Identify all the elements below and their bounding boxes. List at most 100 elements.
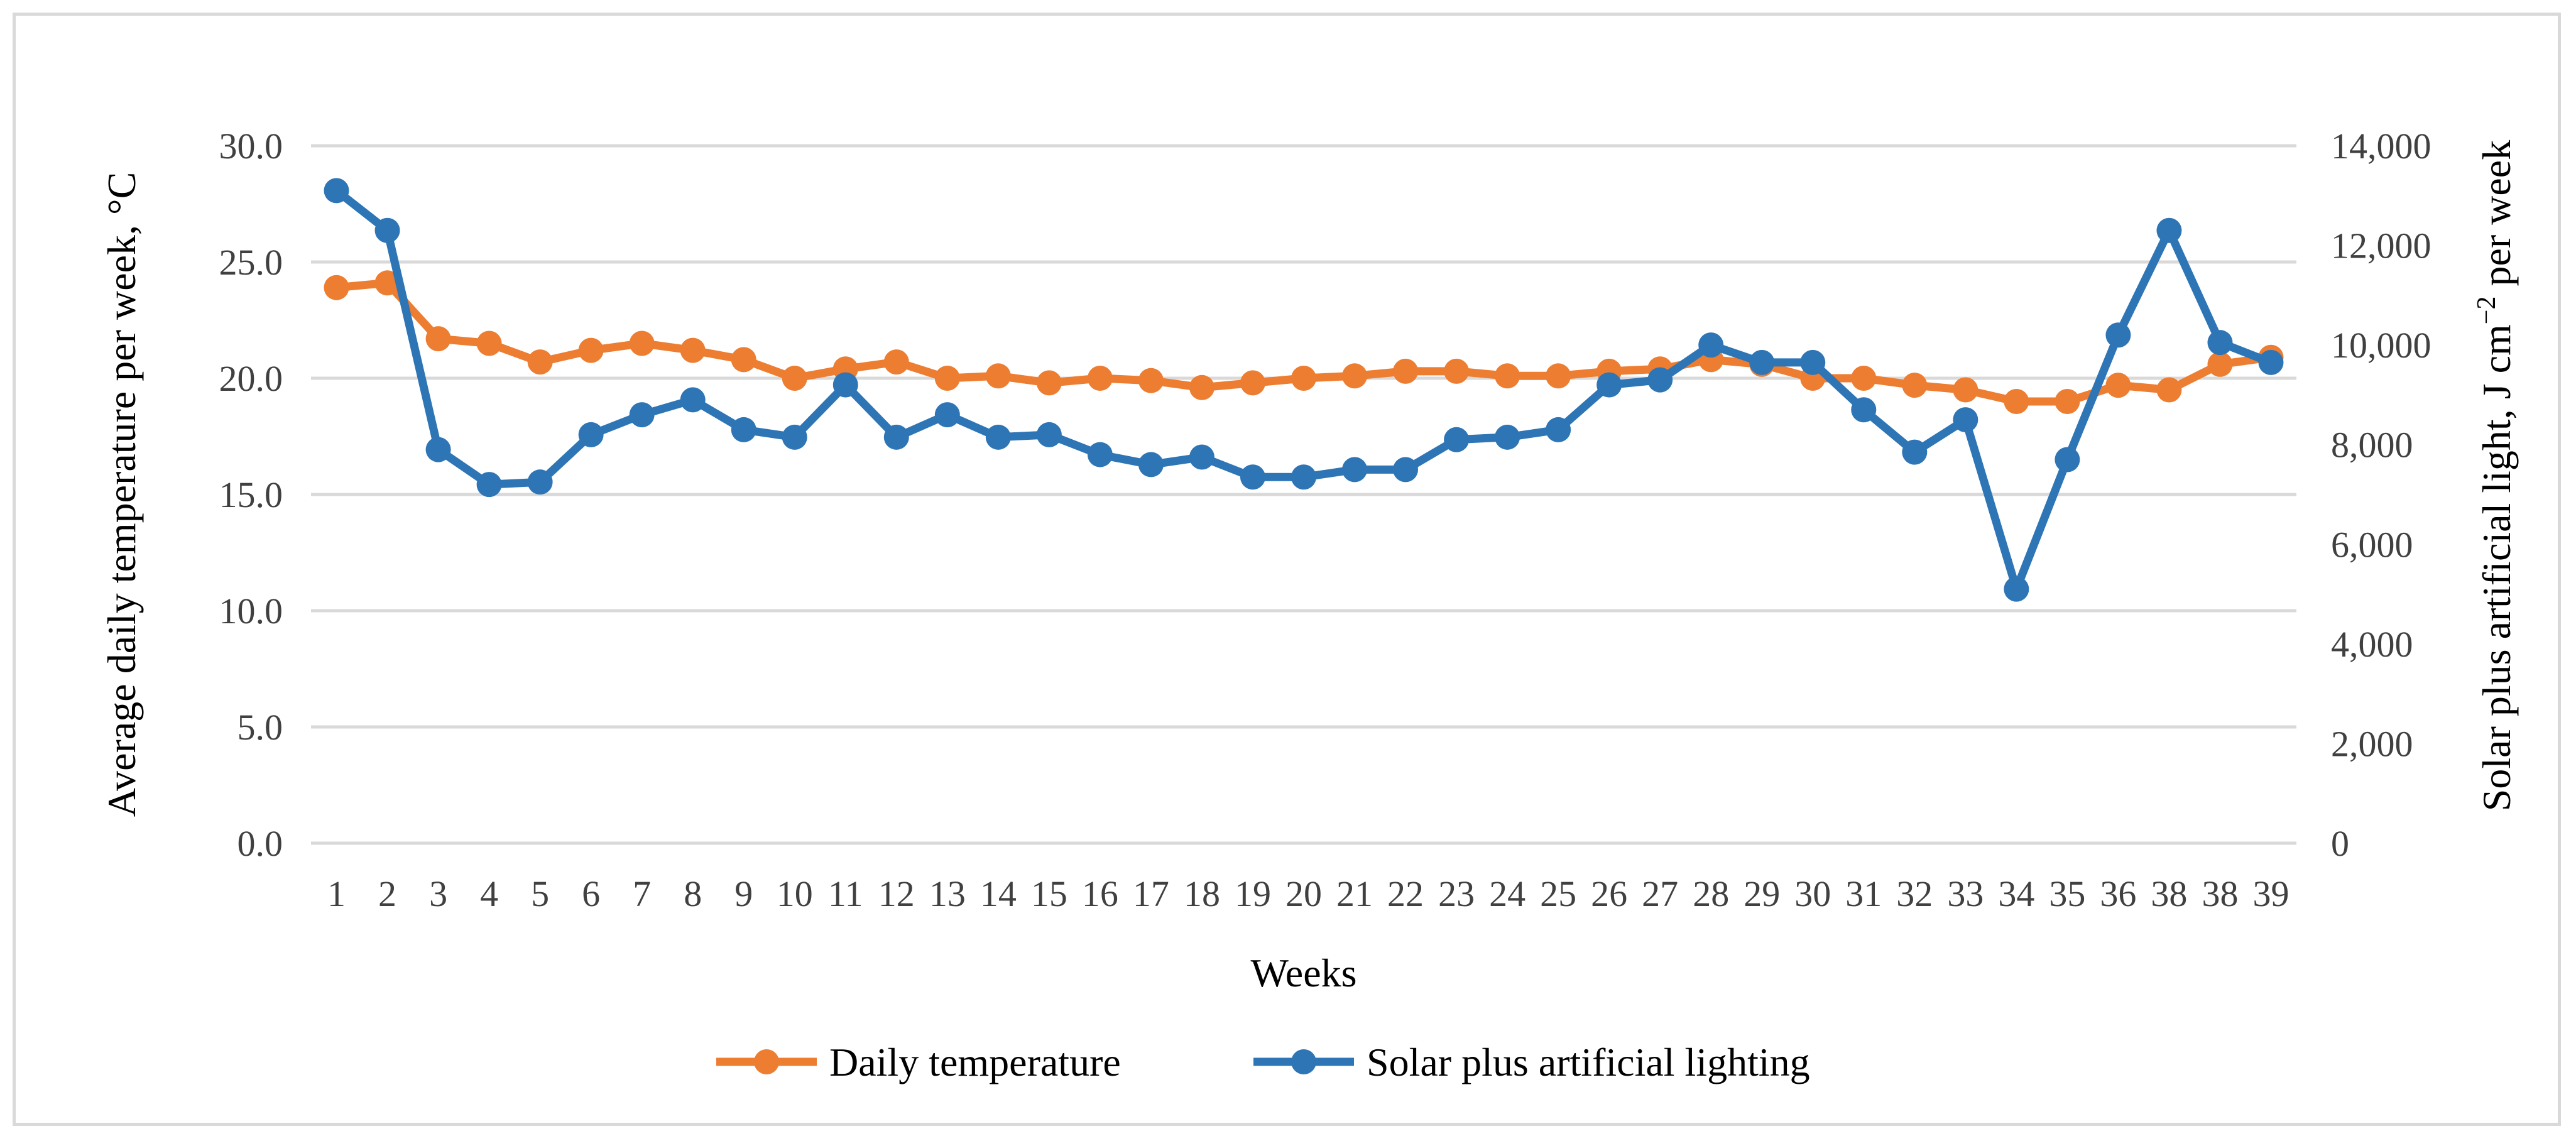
y-axis-title: Average daily temperature per week, °C xyxy=(99,172,144,817)
data-point xyxy=(782,366,807,391)
y-tick-label: 30.0 xyxy=(219,126,283,167)
data-point xyxy=(1647,367,1673,393)
y-tick-label: 0.0 xyxy=(237,823,283,864)
y2-tick-label: 10,000 xyxy=(2331,325,2431,366)
data-point xyxy=(1189,444,1214,470)
y-tick-label: 15.0 xyxy=(219,474,283,515)
data-point xyxy=(1851,366,1877,391)
data-point xyxy=(1138,368,1164,393)
x-tick-label: 19 xyxy=(1235,873,1271,914)
x-tick-label: 12 xyxy=(878,873,915,914)
x-tick-label: 24 xyxy=(1489,873,1525,914)
data-point xyxy=(731,347,756,373)
legend-item: Daily temperature xyxy=(716,1040,1121,1084)
data-point xyxy=(1495,424,1520,450)
x-tick-label: 10 xyxy=(777,873,813,914)
y2-tick-label: 6,000 xyxy=(2331,524,2413,565)
gridlines xyxy=(311,144,2296,845)
x-tick-label: 35 xyxy=(2049,873,2085,914)
y2-tick-label: 14,000 xyxy=(2331,126,2431,167)
data-point xyxy=(1393,358,1419,384)
data-point xyxy=(324,178,349,204)
x-tick-label: 32 xyxy=(1896,873,1933,914)
y-tick-label: 5.0 xyxy=(237,707,283,748)
data-point xyxy=(2004,389,2029,414)
data-point xyxy=(476,330,502,356)
data-point xyxy=(934,366,960,391)
legend-item: Solar plus artificial lighting xyxy=(1253,1040,1810,1084)
x-tick-label: 21 xyxy=(1336,873,1373,914)
x-tick-label: 11 xyxy=(828,873,863,914)
data-point xyxy=(629,330,655,356)
data-point xyxy=(578,422,604,447)
data-point xyxy=(1240,370,1265,396)
data-point xyxy=(1087,442,1113,467)
data-point xyxy=(2055,447,2080,472)
data-point xyxy=(1596,372,1622,398)
legend-label: Daily temperature xyxy=(829,1040,1121,1084)
data-point xyxy=(1546,417,1571,442)
x-tick-label: 15 xyxy=(1031,873,1067,914)
data-point xyxy=(1393,457,1419,483)
data-point xyxy=(1902,373,1928,398)
data-point xyxy=(680,387,706,413)
data-point xyxy=(2156,217,2182,243)
legend-swatch-marker xyxy=(1291,1049,1316,1074)
data-point xyxy=(883,424,909,450)
data-point xyxy=(1291,464,1316,490)
data-point xyxy=(1291,366,1316,391)
data-point xyxy=(1902,439,1928,465)
y2-tick-label: 4,000 xyxy=(2331,624,2413,665)
x-tick-label: 38 xyxy=(2151,873,2187,914)
x-tick-label: 17 xyxy=(1133,873,1169,914)
y2-tick-label: 8,000 xyxy=(2331,425,2413,466)
x-tick-label: 30 xyxy=(1794,873,1831,914)
data-point xyxy=(731,417,756,442)
x-tick-label: 9 xyxy=(734,873,753,914)
x-tick-label: 20 xyxy=(1285,873,1322,914)
data-point xyxy=(2105,322,2131,348)
data-point xyxy=(2207,351,2233,377)
x-tick-label: 23 xyxy=(1438,873,1475,914)
y-tick-label: 10.0 xyxy=(219,591,283,631)
data-point xyxy=(1342,363,1368,389)
x-tick-label: 22 xyxy=(1387,873,1424,914)
data-point xyxy=(1953,407,1978,433)
y-tick-label: 25.0 xyxy=(219,242,283,283)
data-point xyxy=(1342,457,1368,483)
legend: Daily temperature Solar plus artificial l… xyxy=(716,1040,1810,1084)
data-point xyxy=(425,326,451,352)
x-tick-label: 25 xyxy=(1540,873,1576,914)
data-point xyxy=(1036,370,1062,396)
y-tick-label: 20.0 xyxy=(219,358,283,399)
y2-axis-title-superscript: −2 xyxy=(2472,297,2501,325)
y2-axis-title: Solar plus artificial light, J cm−2 per … xyxy=(2472,140,2519,811)
series-solar-lighting xyxy=(324,178,2284,602)
data-point xyxy=(629,402,655,428)
data-point xyxy=(2055,389,2080,414)
y2-axis-title-tail: per week xyxy=(2474,140,2519,297)
data-point xyxy=(1800,349,1826,375)
data-point xyxy=(2207,330,2233,356)
x-tick-label: 18 xyxy=(1184,873,1220,914)
data-point xyxy=(1953,377,1978,403)
x-tick-label: 34 xyxy=(1998,873,2034,914)
data-point xyxy=(374,270,400,296)
y2-tick-label: 0 xyxy=(2331,823,2349,864)
x-tick-label: 31 xyxy=(1845,873,1882,914)
data-point xyxy=(324,275,349,300)
data-point xyxy=(476,472,502,498)
data-point xyxy=(2105,373,2131,398)
x-tick-label: 14 xyxy=(980,873,1017,914)
data-point xyxy=(1444,358,1470,384)
series xyxy=(324,178,2284,602)
x-tick-label: 28 xyxy=(1693,873,1729,914)
data-point xyxy=(1087,366,1113,391)
data-point xyxy=(1698,332,1724,358)
data-point xyxy=(527,349,553,375)
x-tick-label: 33 xyxy=(1947,873,1984,914)
data-point xyxy=(934,402,960,428)
x-tick-label: 6 xyxy=(582,873,600,914)
x-tick-label: 29 xyxy=(1744,873,1780,914)
left-y-axis-ticks: 0.0 5.0 10.0 15.0 20.0 25.0 30.0 xyxy=(219,126,283,864)
